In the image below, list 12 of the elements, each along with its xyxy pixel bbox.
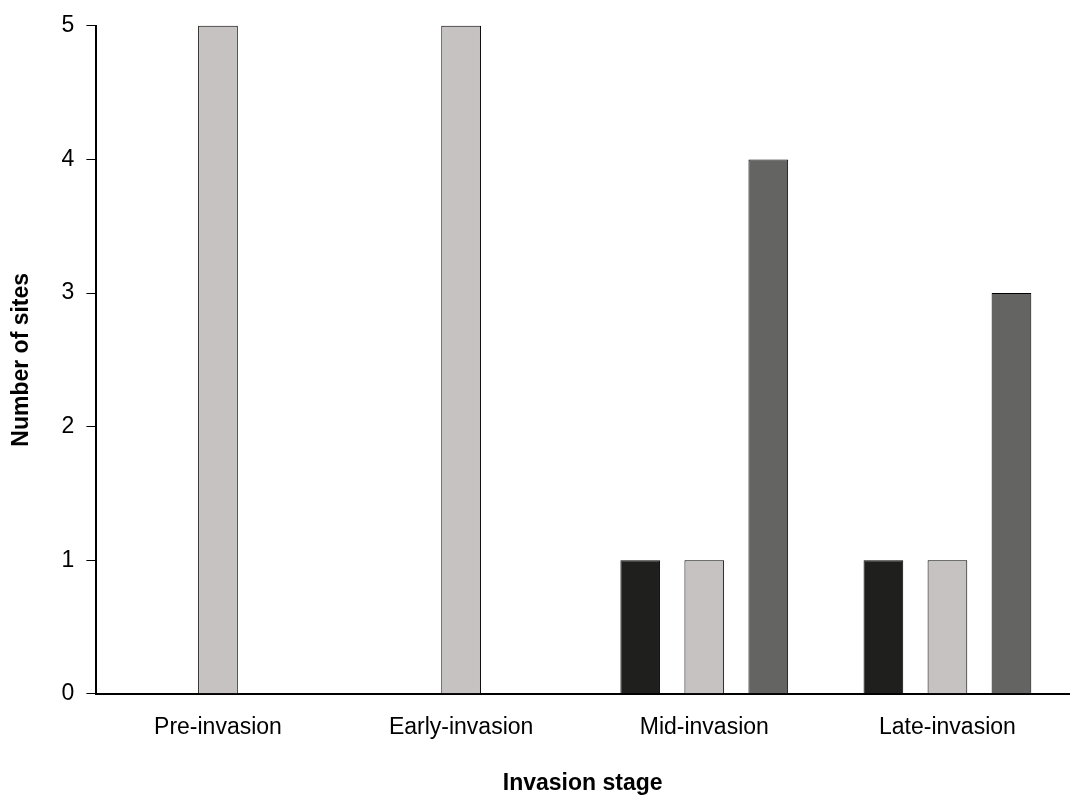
y-tick-label: 2 bbox=[61, 411, 75, 438]
y-tick-label: 4 bbox=[61, 144, 75, 171]
x-axis-title: Invasion stage bbox=[502, 768, 663, 795]
x-tick-label: Pre-invasion bbox=[154, 712, 282, 739]
y-tick-label: 3 bbox=[61, 278, 75, 305]
y-tick-label: 1 bbox=[61, 545, 75, 572]
x-tick-label: Mid-invasion bbox=[639, 712, 769, 739]
y-axis-title: Number of sites bbox=[7, 272, 34, 447]
x-tick-label: Late-invasion bbox=[879, 712, 1016, 739]
y-tick-label: 0 bbox=[61, 679, 75, 706]
y-tick-label: 5 bbox=[61, 11, 75, 38]
x-tick-label: Early-invasion bbox=[388, 712, 534, 739]
